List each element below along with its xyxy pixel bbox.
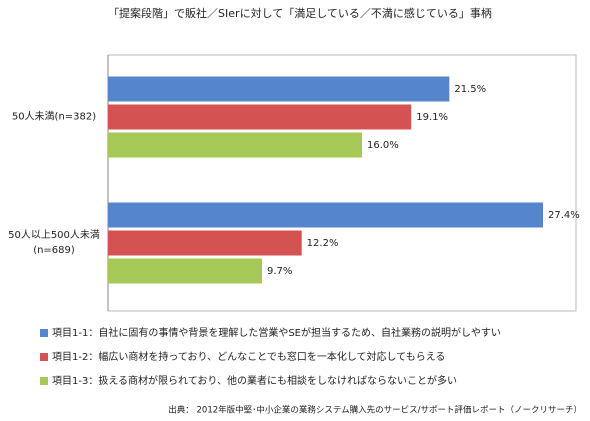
value-label: 27.4% (548, 210, 580, 221)
legend-label: 項目1-3：扱える商材が限られており、他の業者にも相談をしなければならないことが… (52, 374, 457, 387)
value-label: 19.1% (416, 112, 448, 123)
value-label: 9.7% (267, 266, 292, 277)
category-label: 50人未満(n=382) (11, 111, 97, 123)
source-note: 出典： 2012年版中堅･中小企業の業務システム購入先のサービス/サポート評価レ… (168, 405, 582, 416)
legend-swatch (40, 329, 48, 337)
category-label: 50人以上500人未満 (n=689) (8, 230, 100, 256)
bar (108, 132, 363, 158)
legend-swatch (40, 377, 48, 385)
value-label: 16.0% (367, 140, 399, 151)
legend-label: 項目1-2：幅広い商材を持っており、どんなことでも窓口を一本化して対応してもらえ… (52, 350, 445, 363)
value-label: 21.5% (454, 84, 486, 95)
bar (108, 202, 543, 228)
legend-label: 項目1-1：自社に固有の事情や背景を理解した営業やSEが担当するため、自社業務の… (52, 326, 501, 339)
legend-swatch (40, 353, 48, 361)
bar (108, 230, 302, 256)
chart-title: 「提案段階」で販社／SIerに対して「満足している／不満に感じている」事柄 (108, 6, 492, 20)
bar (108, 258, 262, 284)
bar (108, 76, 450, 102)
value-label: 12.2% (307, 238, 339, 249)
bar (108, 104, 412, 130)
